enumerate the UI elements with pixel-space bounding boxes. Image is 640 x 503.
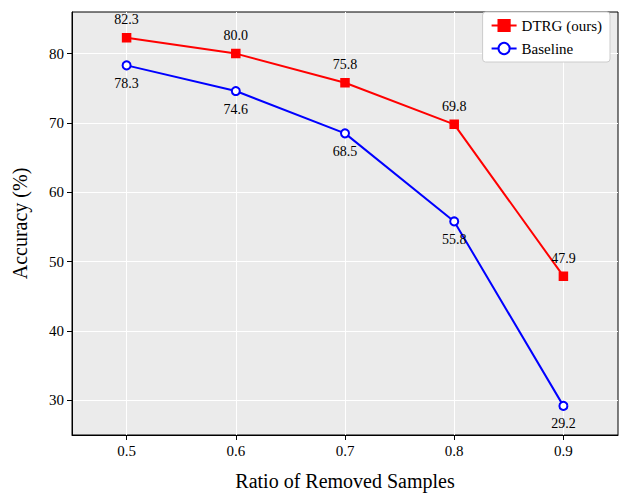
svg-text:0.6: 0.6 (226, 443, 245, 459)
svg-text:82.3: 82.3 (114, 12, 139, 27)
svg-text:0.9: 0.9 (554, 443, 573, 459)
svg-text:78.3: 78.3 (114, 76, 139, 91)
svg-text:80.0: 80.0 (224, 28, 249, 43)
svg-text:0.5: 0.5 (117, 443, 136, 459)
svg-text:0.8: 0.8 (445, 443, 464, 459)
svg-text:DTRG (ours): DTRG (ours) (522, 18, 602, 35)
svg-text:70: 70 (49, 115, 64, 131)
svg-text:0.7: 0.7 (336, 443, 355, 459)
svg-text:60: 60 (49, 184, 64, 200)
svg-text:40: 40 (49, 323, 64, 339)
svg-text:55.8: 55.8 (442, 232, 467, 247)
svg-text:29.2: 29.2 (551, 416, 576, 431)
svg-text:Baseline: Baseline (522, 41, 574, 57)
svg-text:69.8: 69.8 (442, 99, 467, 114)
svg-text:Accuracy (%): Accuracy (%) (9, 168, 32, 280)
svg-text:50: 50 (49, 254, 64, 270)
svg-text:80: 80 (49, 46, 64, 62)
svg-text:68.5: 68.5 (333, 144, 358, 159)
svg-text:30: 30 (49, 392, 64, 408)
svg-text:Ratio of Removed Samples: Ratio of Removed Samples (235, 470, 455, 493)
svg-text:75.8: 75.8 (333, 57, 358, 72)
svg-text:47.9: 47.9 (551, 251, 576, 266)
svg-text:74.6: 74.6 (224, 102, 249, 117)
